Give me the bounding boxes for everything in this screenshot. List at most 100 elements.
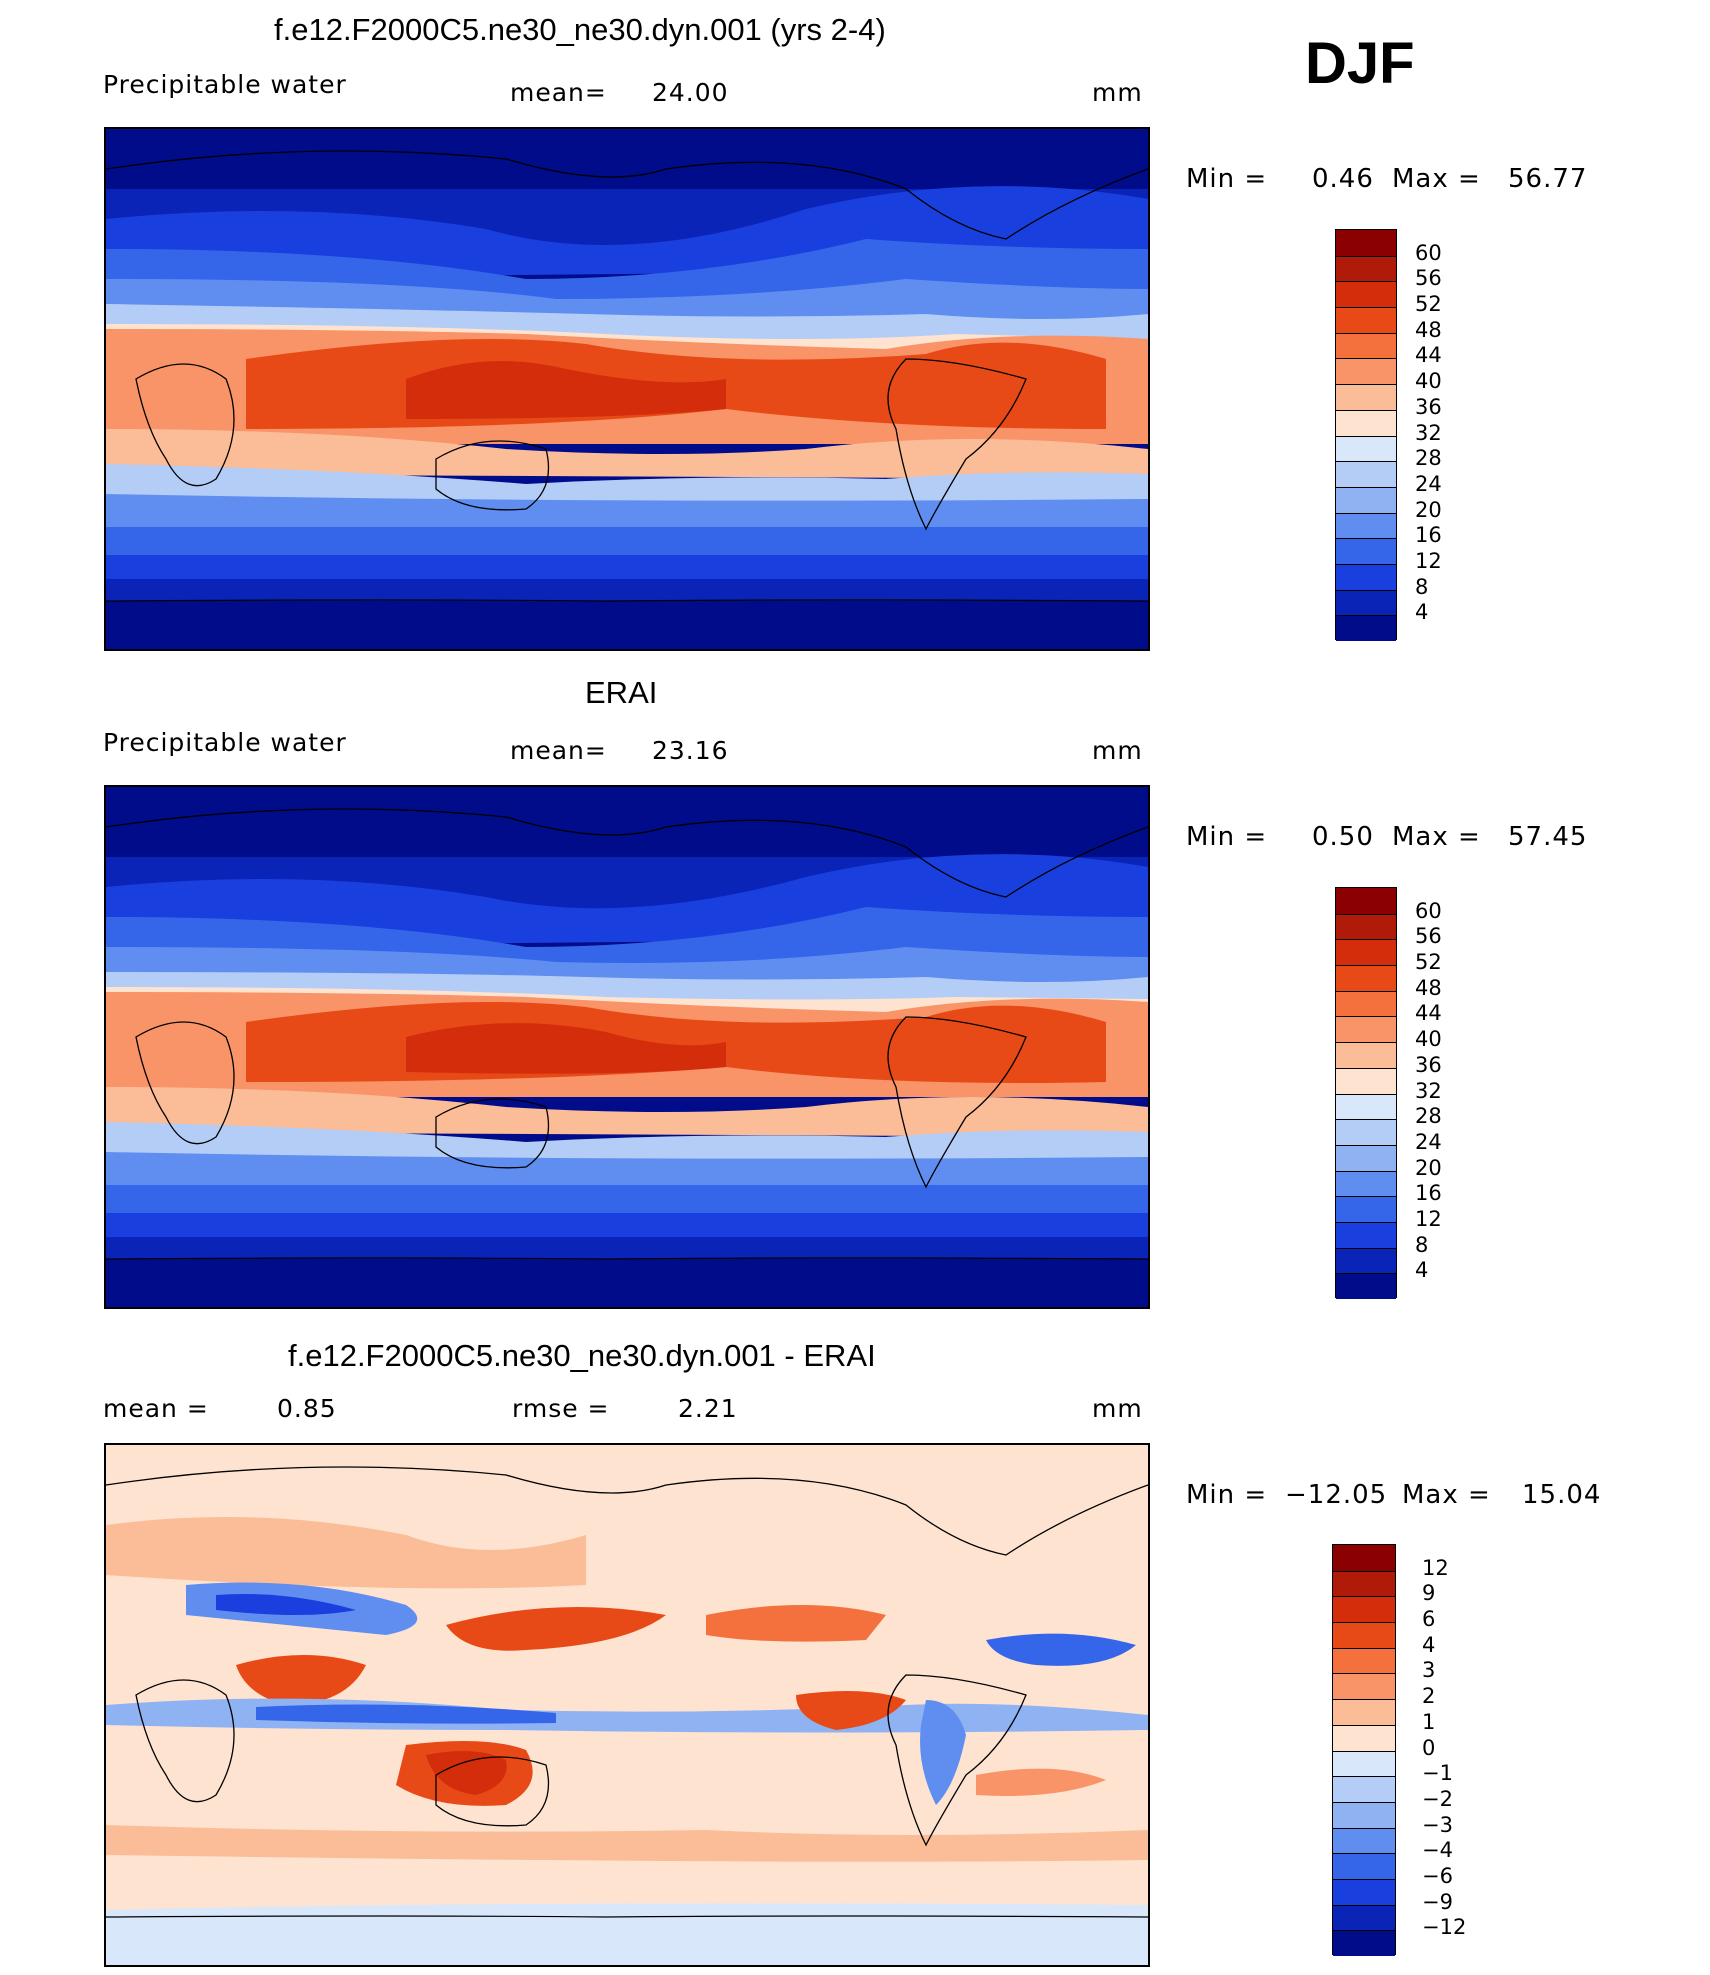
panel1-max-label: Max =	[1392, 164, 1481, 194]
panel3-colorbar-tick-label: −1	[1422, 1761, 1453, 1786]
panel1-colorbar-swatch	[1336, 384, 1396, 410]
panel2-colorbar-tick-label: 44	[1415, 1001, 1442, 1026]
panel2-max-label: Max =	[1392, 822, 1481, 852]
panel3-colorbar-tick-label: 2	[1422, 1684, 1436, 1709]
panel1-colorbar-tick-label: 24	[1415, 471, 1442, 496]
panel2-colorbar-swatch	[1336, 965, 1396, 991]
panel3-rmse-label: rmse =	[512, 1394, 610, 1423]
panel1-colorbar-tick-label: 48	[1415, 317, 1442, 342]
panel3-mean-value: 0.85	[277, 1394, 337, 1423]
panel2-mean-label: mean=	[510, 736, 607, 765]
panel3-colorbar-swatch	[1333, 1647, 1395, 1674]
panel1-units: mm	[1092, 78, 1143, 107]
panel2-colorbar-tick-label: 60	[1415, 898, 1442, 923]
panel1-colorbar-swatch	[1336, 307, 1396, 333]
panel1-min-value: 0.46	[1312, 164, 1374, 194]
panel1-colorbar-swatch	[1336, 512, 1396, 539]
panel2-colorbar-tick-label: 48	[1415, 975, 1442, 1000]
panel1-title: f.e12.F2000C5.ne30_ne30.dyn.001 (yrs 2-4…	[274, 12, 886, 47]
panel2-mean-value: 23.16	[652, 736, 729, 765]
panel1-colorbar-tick-label: 56	[1415, 266, 1442, 291]
panel3-max-value: 15.04	[1522, 1480, 1602, 1510]
panel1-colorbar-tick-label: 20	[1415, 497, 1442, 522]
panel3-map-svg	[106, 1445, 1148, 1965]
panel1-colorbar-tick-label: 12	[1415, 548, 1442, 573]
panel1-min-label: Min =	[1186, 164, 1268, 194]
panel1-colorbar-tick-label: 44	[1415, 343, 1442, 368]
panel2-max-value: 57.45	[1508, 822, 1588, 852]
panel2-colorbar-tick-label: 52	[1415, 950, 1442, 975]
panel2-colorbar-tick-label: 8	[1415, 1232, 1429, 1257]
panel3-colorbar	[1332, 1544, 1396, 1956]
panel2-colorbar-swatch	[1336, 1221, 1396, 1248]
panel3-rmse-value: 2.21	[678, 1394, 738, 1423]
panel3-map	[104, 1443, 1150, 1967]
panel2-colorbar-swatch	[1336, 1119, 1396, 1145]
panel1-colorbar-swatch	[1336, 230, 1396, 256]
panel1-colorbar-tick-label: 16	[1415, 523, 1442, 548]
panel3-min-value: −12.05	[1285, 1480, 1388, 1510]
panel1-mean-value: 24.00	[652, 78, 729, 107]
panel2-min-value: 0.50	[1312, 822, 1374, 852]
panel2-title: ERAI	[585, 675, 658, 710]
panel2-colorbar-tick-label: 36	[1415, 1052, 1442, 1077]
panel2-colorbar-tick-label: 32	[1415, 1078, 1442, 1103]
panel2-colorbar-tick-label: 56	[1415, 924, 1442, 949]
panel2-colorbar-swatch	[1336, 939, 1396, 966]
panel2-colorbar-tick-label: 12	[1415, 1206, 1442, 1231]
panel1-colorbar-swatch	[1336, 281, 1396, 308]
panel3-colorbar-tick-label: −4	[1422, 1838, 1453, 1863]
panel2-colorbar-swatch	[1336, 1067, 1396, 1094]
panel2-colorbar	[1335, 887, 1397, 1299]
panel1-colorbar-swatch	[1336, 435, 1396, 462]
panel3-colorbar-tick-label: −2	[1422, 1786, 1453, 1811]
panel1-colorbar-swatch	[1336, 332, 1396, 359]
panel3-colorbar-swatch	[1333, 1724, 1395, 1751]
panel3-colorbar-swatch	[1333, 1930, 1395, 1956]
panel3-colorbar-swatch	[1333, 1570, 1395, 1597]
panel2-colorbar-swatch	[1336, 1144, 1396, 1171]
panel3-colorbar-swatch	[1333, 1827, 1395, 1854]
panel2-map-svg	[106, 787, 1148, 1307]
panel2-colorbar-tick-label: 20	[1415, 1155, 1442, 1180]
panel1-colorbar-tick-label: 32	[1415, 420, 1442, 445]
panel2-colorbar-tick-label: 28	[1415, 1104, 1442, 1129]
panel3-colorbar-swatch	[1333, 1622, 1395, 1648]
panel1-colorbar-swatch	[1336, 563, 1396, 590]
panel1-colorbar-swatch	[1336, 615, 1396, 641]
panel3-colorbar-tick-label: −12	[1422, 1915, 1467, 1940]
panel3-max-label: Max =	[1402, 1480, 1491, 1510]
panel3-colorbar-tick-label: −9	[1422, 1889, 1453, 1914]
panel1-mean-label: mean=	[510, 78, 607, 107]
panel3-min-label: Min =	[1186, 1480, 1268, 1510]
panel2-variable: Precipitable water	[103, 728, 347, 757]
panel2-colorbar-tick-label: 24	[1415, 1129, 1442, 1154]
panel1-colorbar-tick-label: 4	[1415, 600, 1429, 625]
panel3-colorbar-swatch	[1333, 1545, 1395, 1571]
panel3-colorbar-tick-label: 3	[1422, 1658, 1436, 1683]
panel3-colorbar-tick-label: −6	[1422, 1863, 1453, 1888]
panel1-colorbar-tick-label: 60	[1415, 240, 1442, 265]
panel3-colorbar-tick-label: 6	[1422, 1607, 1436, 1632]
panel2-colorbar-swatch	[1336, 1196, 1396, 1222]
panel3-colorbar-tick-label: 4	[1422, 1632, 1436, 1657]
panel3-colorbar-tick-label: 9	[1422, 1581, 1436, 1606]
panel2-colorbar-swatch	[1336, 1247, 1396, 1274]
panel3-colorbar-swatch	[1333, 1853, 1395, 1879]
panel1-colorbar-tick-label: 36	[1415, 394, 1442, 419]
panel1-colorbar-swatch	[1336, 538, 1396, 564]
panel3-mean-label: mean =	[103, 1394, 209, 1423]
panel2-colorbar-swatch	[1336, 1273, 1396, 1299]
panel3-colorbar-swatch	[1333, 1776, 1395, 1802]
panel3-colorbar-swatch	[1333, 1750, 1395, 1777]
panel1-colorbar-tick-label: 8	[1415, 574, 1429, 599]
panel2-min-label: Min =	[1186, 822, 1268, 852]
panel2-colorbar-swatch	[1336, 913, 1396, 940]
panel1-map	[104, 127, 1150, 651]
panel3-colorbar-swatch	[1333, 1904, 1395, 1931]
panel1-colorbar-tick-label: 40	[1415, 369, 1442, 394]
panel3-colorbar-swatch	[1333, 1878, 1395, 1905]
panel1-colorbar-tick-label: 28	[1415, 446, 1442, 471]
panel2-colorbar-swatch	[1336, 1170, 1396, 1197]
panel1-colorbar-swatch	[1336, 589, 1396, 616]
